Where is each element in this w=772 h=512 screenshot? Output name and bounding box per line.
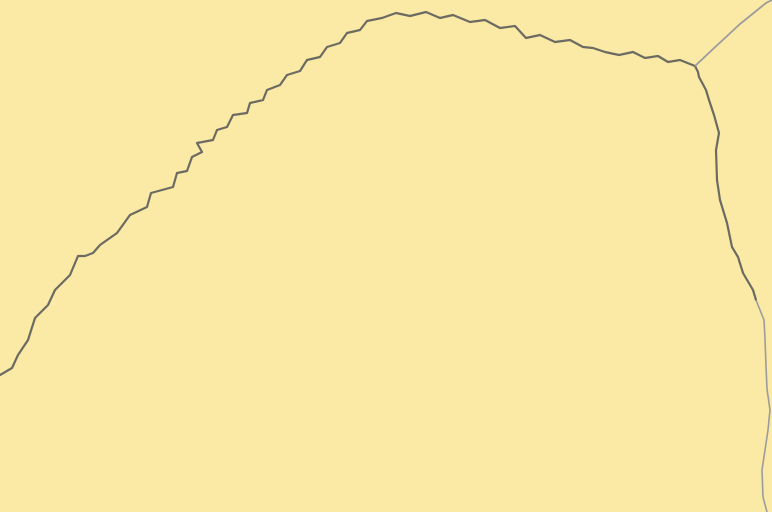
international-border-thin xyxy=(694,0,772,67)
international-border-right xyxy=(755,299,771,512)
province-border xyxy=(0,10,758,377)
